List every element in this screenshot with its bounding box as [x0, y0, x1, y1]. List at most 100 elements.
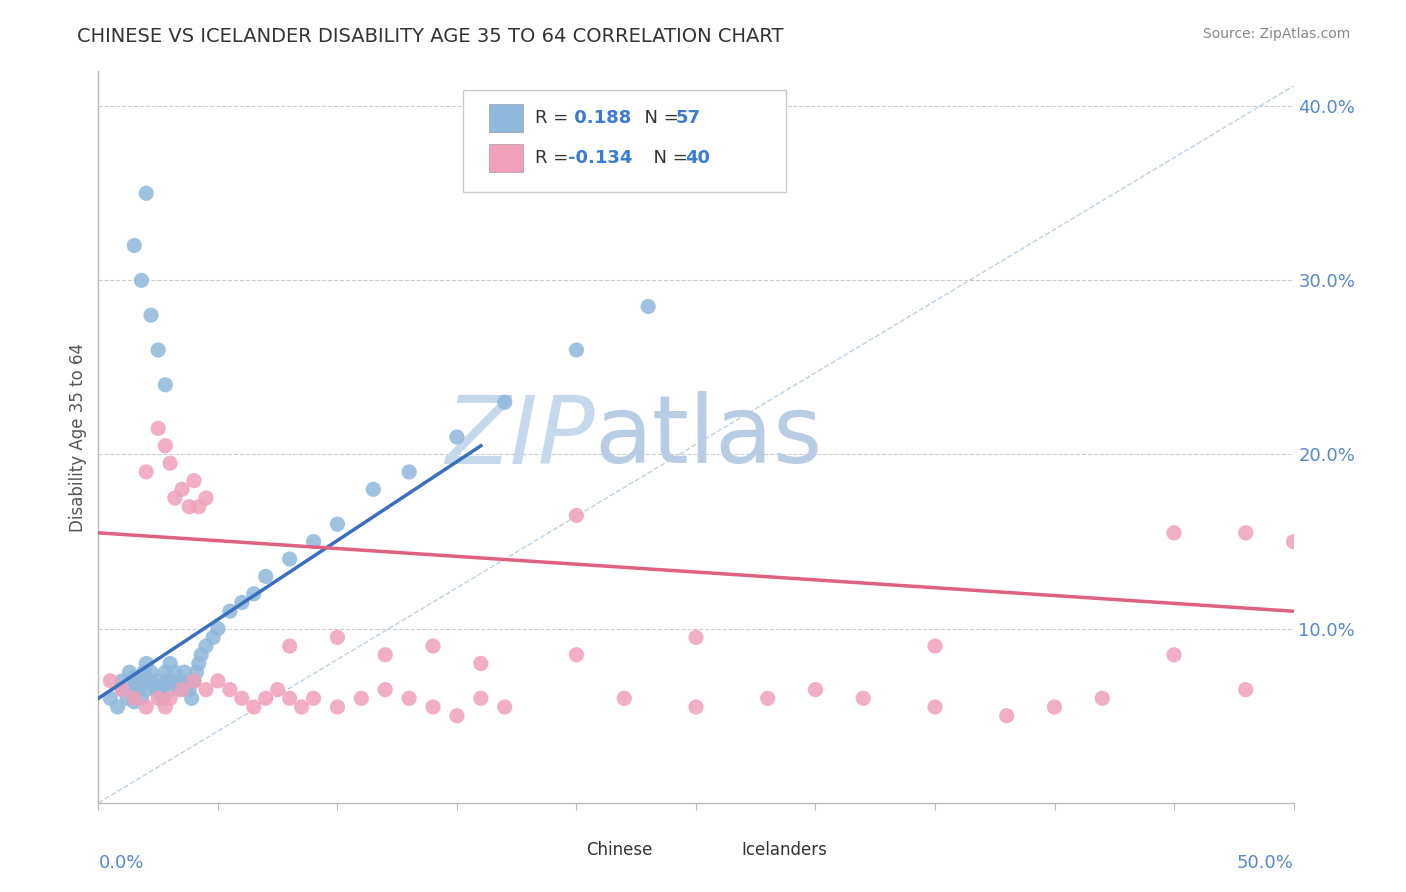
Point: [98, 673, 122, 688]
Point: [107, 700, 129, 714]
Point: [326, 517, 349, 532]
Point: [124, 238, 146, 252]
Point: [494, 700, 516, 714]
Text: N =: N =: [633, 109, 685, 128]
Point: [159, 682, 181, 697]
Point: [995, 708, 1018, 723]
Point: [172, 483, 194, 497]
Point: [155, 700, 177, 714]
Point: [148, 673, 170, 688]
Point: [131, 673, 153, 688]
Text: atlas: atlas: [595, 391, 823, 483]
Point: [363, 483, 385, 497]
Text: R =: R =: [534, 149, 574, 167]
Point: [565, 508, 588, 523]
Point: [1043, 700, 1066, 714]
Point: [278, 639, 301, 653]
Point: [159, 657, 181, 671]
FancyBboxPatch shape: [553, 839, 582, 862]
Point: [398, 465, 420, 479]
Point: [180, 691, 202, 706]
Point: [267, 682, 290, 697]
Point: [219, 682, 242, 697]
Text: 57: 57: [676, 109, 700, 128]
Point: [207, 673, 229, 688]
Point: [422, 639, 444, 653]
Point: [350, 691, 373, 706]
Point: [186, 665, 208, 680]
Text: Chinese: Chinese: [586, 841, 652, 859]
Point: [179, 500, 201, 514]
Text: Icelanders: Icelanders: [741, 841, 827, 859]
Point: [139, 665, 162, 680]
Point: [231, 595, 253, 609]
Text: 0.0%: 0.0%: [98, 854, 143, 872]
Point: [111, 682, 134, 697]
Point: [162, 673, 184, 688]
Point: [187, 657, 209, 671]
Point: [302, 534, 325, 549]
Point: [470, 657, 492, 671]
Point: [446, 430, 468, 444]
Point: [132, 665, 155, 680]
Point: [176, 677, 198, 691]
Point: [131, 691, 153, 706]
Point: [155, 439, 177, 453]
FancyBboxPatch shape: [489, 144, 523, 171]
Point: [494, 395, 516, 409]
Point: [155, 665, 177, 680]
Point: [139, 308, 162, 322]
Point: [219, 604, 242, 618]
Point: [187, 500, 209, 514]
Point: [148, 691, 170, 706]
Point: [138, 673, 160, 688]
Point: [124, 695, 146, 709]
Point: [131, 273, 153, 287]
Point: [195, 682, 218, 697]
Point: [202, 631, 225, 645]
FancyBboxPatch shape: [709, 839, 738, 862]
Text: R =: R =: [534, 109, 574, 128]
Point: [637, 300, 659, 314]
Point: [1163, 525, 1185, 540]
Text: 50.0%: 50.0%: [1237, 854, 1294, 872]
Point: [685, 700, 707, 714]
Text: -0.134: -0.134: [568, 149, 633, 167]
Point: [1234, 525, 1257, 540]
Point: [159, 456, 181, 470]
Point: [163, 491, 186, 505]
FancyBboxPatch shape: [489, 104, 523, 132]
Point: [190, 648, 212, 662]
Point: [173, 665, 195, 680]
Point: [565, 343, 588, 357]
Point: [924, 700, 946, 714]
Point: [156, 673, 179, 688]
Point: [155, 377, 177, 392]
Point: [254, 569, 277, 583]
Point: [852, 691, 875, 706]
Point: [155, 677, 177, 691]
Point: [1163, 648, 1185, 662]
Point: [149, 682, 172, 697]
Point: [121, 682, 143, 697]
Text: N =: N =: [643, 149, 693, 167]
Point: [278, 691, 301, 706]
Point: [118, 665, 141, 680]
Text: Source: ZipAtlas.com: Source: ZipAtlas.com: [1202, 27, 1350, 41]
Point: [374, 682, 396, 697]
Text: 0.188: 0.188: [568, 109, 631, 128]
Point: [142, 677, 165, 691]
Point: [685, 631, 707, 645]
Point: [326, 631, 349, 645]
Point: [135, 682, 157, 697]
Point: [470, 691, 492, 706]
Point: [148, 343, 170, 357]
Point: [1234, 682, 1257, 697]
Point: [124, 691, 146, 706]
Point: [166, 677, 188, 691]
Point: [124, 670, 146, 684]
Point: [148, 421, 170, 435]
Point: [804, 682, 827, 697]
Point: [243, 700, 266, 714]
Point: [183, 474, 205, 488]
